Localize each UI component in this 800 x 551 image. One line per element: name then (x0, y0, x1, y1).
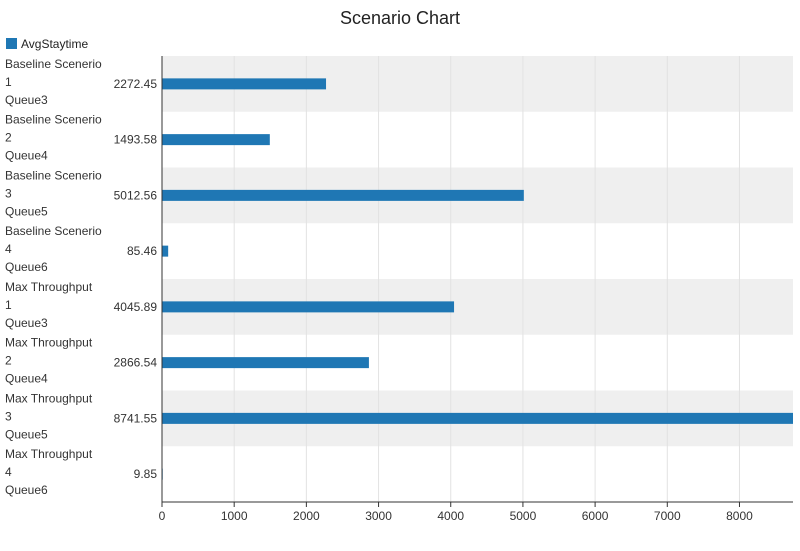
category-label-line: Max Throughput (5, 447, 93, 461)
bar (162, 134, 270, 146)
category-label-line: Baseline Scenerio (5, 168, 102, 182)
category-label-line: Baseline Scenerio (5, 224, 102, 238)
category-label-line: 4 (5, 465, 12, 479)
category-label-line: Max Throughput (5, 280, 93, 294)
x-tick-labels: 0 1000 2000 3000 4000 5000 6000 7000 8000 (159, 502, 753, 523)
x-tick-label: 7000 (654, 509, 681, 523)
category-label-line: 3 (5, 409, 12, 423)
chart-title: Scenario Chart (340, 8, 460, 28)
category-label: Max Throughput 3 Queue5 (5, 391, 93, 441)
bar (162, 189, 524, 201)
category-label-line: Queue5 (5, 427, 48, 441)
value-label: 2272.45 (114, 77, 158, 91)
category-label-line: Max Throughput (5, 336, 93, 350)
category-label: Baseline Scenerio 4 Queue6 (5, 224, 102, 274)
category-label-line: 2 (5, 354, 12, 368)
value-label: 85.46 (127, 244, 157, 258)
category-label: Max Throughput 4 Queue6 (5, 447, 93, 497)
category-label-line: Max Throughput (5, 391, 93, 405)
category-label-line: Queue6 (5, 260, 48, 274)
value-label: 9.85 (134, 467, 158, 481)
category-label-line: Baseline Scenerio (5, 113, 102, 127)
value-label: 4045.89 (114, 300, 158, 314)
category-label-line: 1 (5, 298, 12, 312)
category-label-line: 3 (5, 186, 12, 200)
bar (162, 357, 369, 369)
x-tick-label: 4000 (437, 509, 464, 523)
gridlines (233, 56, 740, 502)
x-tick-label: 6000 (582, 509, 609, 523)
value-label: 8741.55 (114, 411, 158, 425)
bar (162, 301, 455, 313)
legend: AvgStaytime (6, 37, 88, 51)
category-label: Max Throughput 1 Queue3 (5, 280, 93, 330)
category-label: Baseline Scenerio 3 Queue5 (5, 168, 102, 218)
category-label-line: 1 (5, 75, 12, 89)
bar (162, 78, 327, 90)
row-bands (162, 56, 793, 447)
x-tick-label: 5000 (510, 509, 537, 523)
legend-label: AvgStaytime (21, 37, 88, 51)
category-label-line: Queue3 (5, 316, 48, 330)
axes (161, 56, 793, 503)
category-label-line: Queue6 (5, 483, 48, 497)
value-labels: 2272.45 1493.58 5012.56 85.46 4045.89 2866.54… (114, 77, 158, 481)
legend-swatch (6, 38, 17, 49)
category-label-line: Baseline Scenerio (5, 57, 102, 71)
category-label-line: Queue4 (5, 149, 48, 163)
x-tick-label: 1000 (221, 509, 248, 523)
bar (162, 245, 169, 257)
category-label: Baseline Scenerio 1 Queue3 (5, 57, 102, 107)
x-tick-label: 2000 (293, 509, 320, 523)
value-label: 1493.58 (114, 133, 158, 147)
category-label: Max Throughput 2 Queue4 (5, 336, 93, 386)
category-label-line: 2 (5, 131, 12, 145)
category-label-line: Queue4 (5, 372, 48, 386)
bar (162, 412, 793, 424)
value-label: 2866.54 (114, 356, 158, 370)
x-tick-label: 0 (159, 509, 166, 523)
category-label-line: 4 (5, 242, 12, 256)
x-tick-label: 3000 (365, 509, 392, 523)
category-label-line: Queue3 (5, 93, 48, 107)
x-tick-label: 8000 (726, 509, 753, 523)
category-label-line: Queue5 (5, 204, 48, 218)
category-label: Baseline Scenerio 2 Queue4 (5, 113, 102, 163)
value-label: 5012.56 (114, 188, 158, 202)
